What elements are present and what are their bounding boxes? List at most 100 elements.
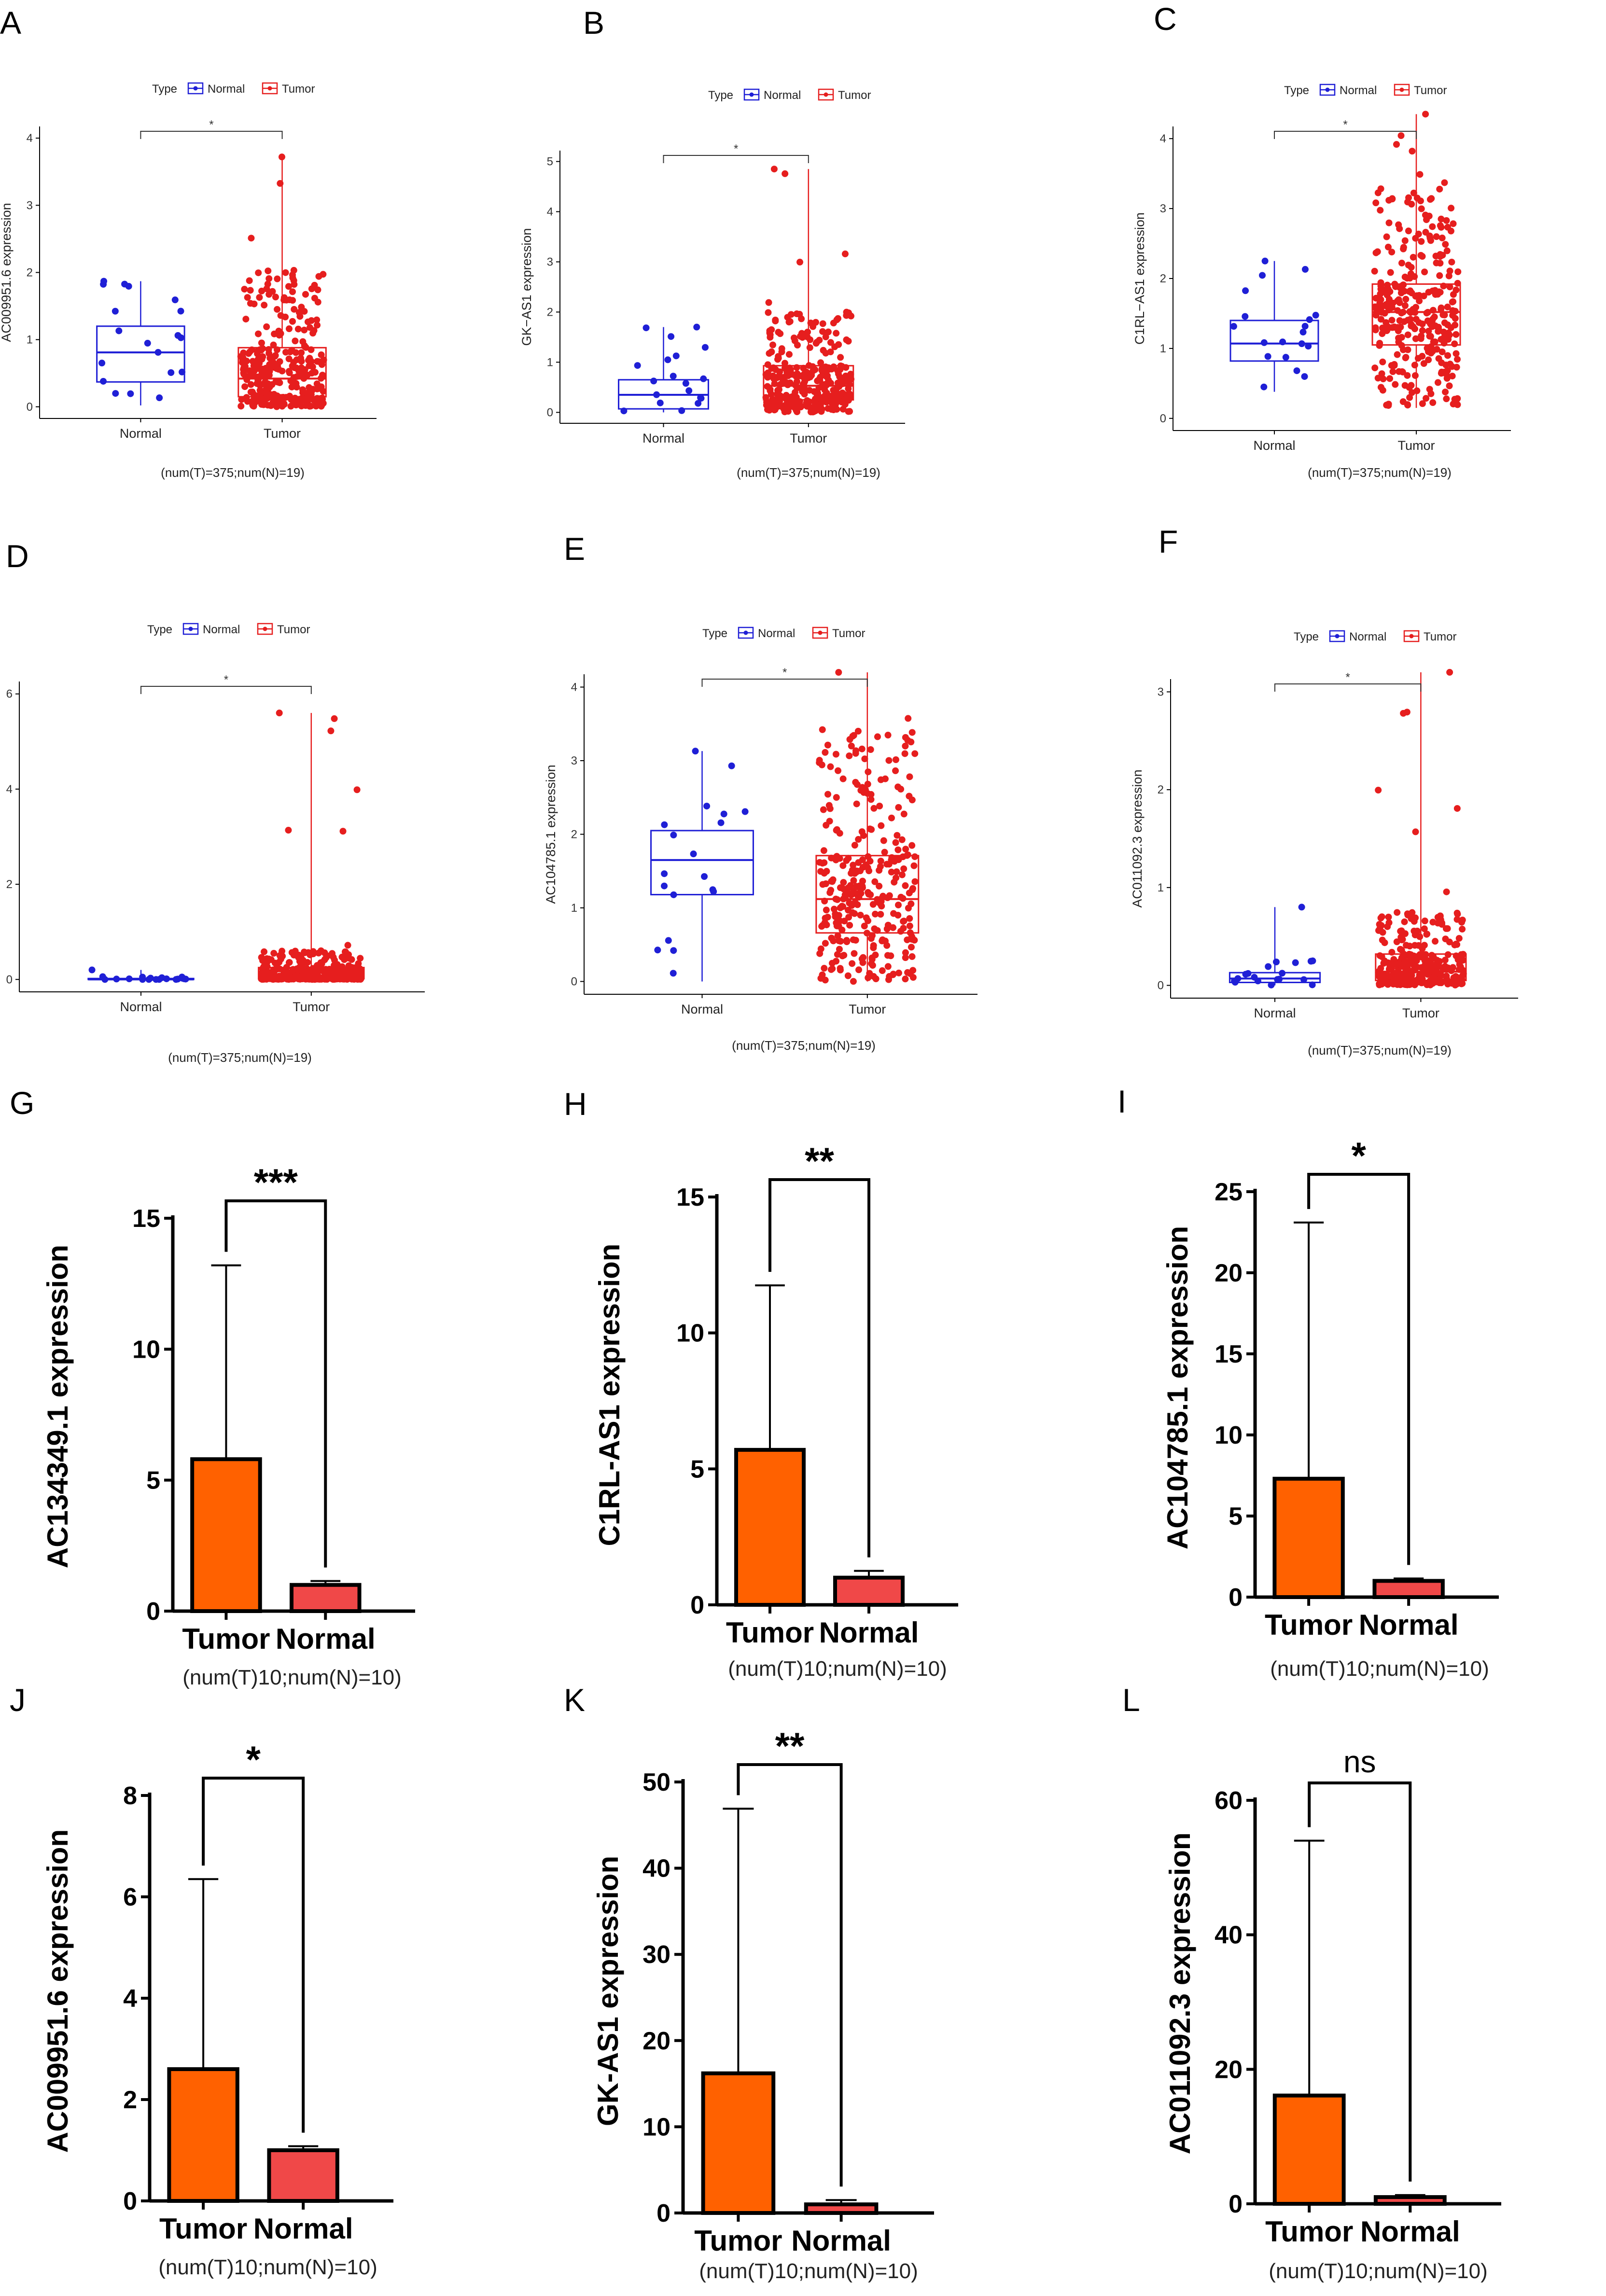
data-point bbox=[1404, 372, 1411, 379]
data-point bbox=[1434, 379, 1441, 386]
y-tick-label: 10 bbox=[1215, 1421, 1243, 1449]
data-point bbox=[887, 952, 894, 960]
data-point bbox=[1377, 384, 1384, 391]
data-point bbox=[1419, 400, 1426, 407]
panel-letter: D bbox=[6, 538, 29, 574]
y-tick-label: 6 bbox=[123, 1883, 137, 1911]
data-point bbox=[1405, 194, 1412, 201]
data-point bbox=[1441, 179, 1448, 186]
sample-size-caption: (num(T)10;num(N)=10) bbox=[1269, 2259, 1488, 2283]
data-point bbox=[1412, 235, 1419, 242]
x-category-label: Normal bbox=[253, 2213, 353, 2245]
data-point bbox=[810, 323, 817, 330]
bar-rect bbox=[734, 1447, 806, 1607]
data-point bbox=[261, 948, 268, 955]
y-tick-label: 0 bbox=[27, 401, 33, 414]
data-point bbox=[839, 952, 846, 960]
y-tick-label: 40 bbox=[642, 1855, 670, 1883]
data-point bbox=[1438, 223, 1445, 231]
legend-label-tumor: Tumor bbox=[838, 89, 871, 102]
data-point bbox=[770, 375, 778, 382]
data-point bbox=[1301, 266, 1309, 273]
data-point bbox=[1376, 980, 1383, 988]
legend-title: Type bbox=[1294, 630, 1319, 643]
legend-label-normal: Normal bbox=[764, 89, 801, 102]
data-point bbox=[902, 975, 909, 983]
data-point bbox=[251, 300, 258, 307]
data-point bbox=[261, 302, 268, 309]
bar-rect bbox=[167, 2067, 239, 2203]
data-point bbox=[1440, 334, 1448, 341]
data-point bbox=[829, 965, 836, 973]
data-point bbox=[1410, 961, 1417, 969]
data-point bbox=[156, 394, 163, 402]
data-point bbox=[661, 870, 668, 877]
data-point bbox=[272, 352, 279, 359]
data-point bbox=[1392, 283, 1399, 290]
data-point bbox=[833, 794, 840, 801]
data-point bbox=[256, 294, 263, 301]
data-point bbox=[1451, 396, 1458, 403]
data-point bbox=[787, 311, 795, 318]
x-category-label: Normal bbox=[681, 1002, 723, 1016]
data-point bbox=[1410, 189, 1417, 196]
data-point bbox=[798, 330, 805, 337]
data-point bbox=[1407, 316, 1414, 323]
data-point bbox=[839, 862, 847, 869]
significance-label: * bbox=[782, 666, 787, 679]
data-point bbox=[1306, 316, 1313, 323]
data-point bbox=[859, 959, 866, 966]
data-point bbox=[1398, 260, 1405, 267]
legend-key-dot bbox=[824, 92, 828, 97]
data-point bbox=[1427, 237, 1434, 244]
data-point bbox=[1429, 399, 1437, 406]
data-point bbox=[1387, 269, 1394, 276]
data-point bbox=[908, 842, 916, 849]
data-point bbox=[1419, 353, 1426, 360]
data-point bbox=[1377, 290, 1384, 297]
data-point bbox=[827, 763, 834, 770]
data-point bbox=[1394, 351, 1401, 358]
data-point bbox=[1408, 978, 1415, 985]
sample-size-caption: (num(T)=375;num(N)=19) bbox=[732, 1038, 876, 1053]
data-point bbox=[850, 978, 857, 985]
data-point bbox=[861, 922, 868, 930]
box-iqr bbox=[258, 967, 365, 979]
x-category-label: Tumor bbox=[726, 1616, 814, 1649]
data-point bbox=[893, 868, 900, 876]
y-tick-label: 10 bbox=[676, 1320, 704, 1348]
data-point bbox=[830, 937, 837, 945]
data-point bbox=[274, 378, 281, 386]
box-iqr bbox=[763, 365, 854, 401]
legend-key-dot bbox=[749, 92, 754, 97]
data-point bbox=[1418, 333, 1425, 340]
data-point bbox=[285, 325, 293, 333]
data-point bbox=[1379, 936, 1386, 944]
y-tick-label: 0 bbox=[1158, 979, 1164, 992]
significance-label: * bbox=[224, 673, 228, 686]
data-point bbox=[1398, 936, 1406, 944]
y-tick-label: 25 bbox=[1215, 1178, 1243, 1206]
y-tick-label: 2 bbox=[6, 878, 13, 891]
data-point bbox=[1412, 335, 1419, 342]
box-iqr bbox=[815, 855, 920, 934]
data-point bbox=[817, 868, 824, 875]
data-point bbox=[690, 850, 697, 858]
data-point bbox=[144, 340, 151, 347]
data-point bbox=[876, 882, 883, 890]
data-point bbox=[1376, 925, 1383, 932]
data-point bbox=[1423, 957, 1430, 964]
data-point bbox=[1418, 238, 1425, 245]
data-point bbox=[833, 827, 840, 834]
data-point bbox=[1450, 291, 1457, 298]
bar-panel-K: K 0 10 20 30 40 50 Tumor Normal ** GK-AS1 expressi… bbox=[564, 1682, 934, 2283]
data-point bbox=[785, 351, 793, 358]
data-point bbox=[892, 756, 899, 763]
data-point bbox=[845, 337, 852, 345]
data-point bbox=[826, 818, 833, 825]
data-point bbox=[264, 969, 271, 976]
data-point bbox=[1401, 930, 1409, 937]
x-category-label: Tumor bbox=[182, 1623, 270, 1655]
data-point bbox=[171, 296, 179, 304]
data-point bbox=[813, 389, 820, 396]
